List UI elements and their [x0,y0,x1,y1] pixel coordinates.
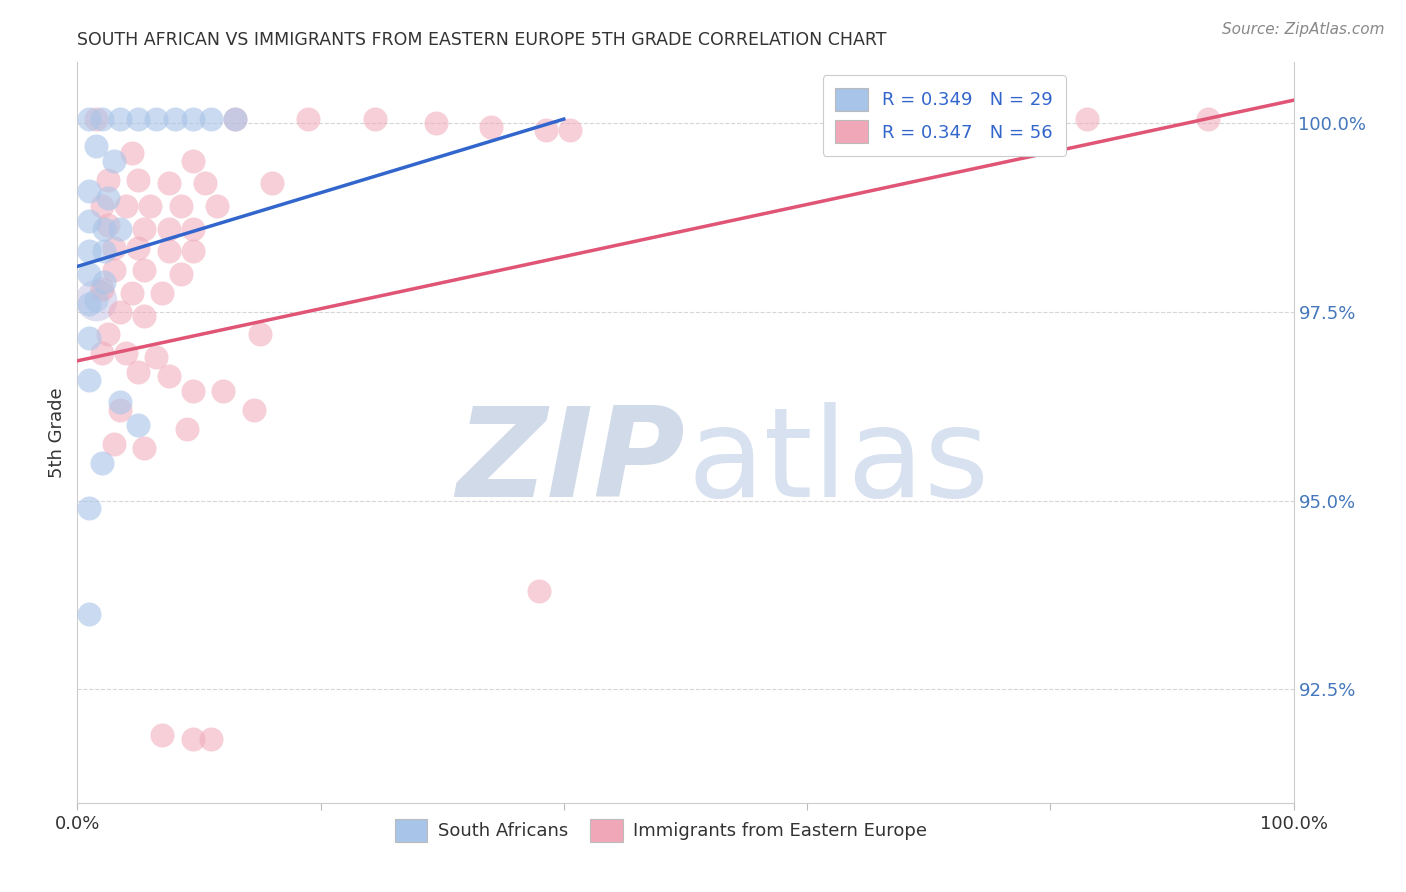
Text: SOUTH AFRICAN VS IMMIGRANTS FROM EASTERN EUROPE 5TH GRADE CORRELATION CHART: SOUTH AFRICAN VS IMMIGRANTS FROM EASTERN… [77,31,887,49]
Point [200,112,222,127]
Point [79,184,101,198]
Point [242,403,264,417]
Point [181,731,204,746]
Point [103,263,125,277]
Point [1197,112,1219,127]
Point [297,112,319,127]
Text: ZIP: ZIP [457,401,686,523]
Point [224,112,246,127]
Point [79,297,101,311]
Point [90,456,112,470]
Point [157,177,180,191]
Text: atlas: atlas [688,401,990,523]
Point [157,221,180,235]
Point [181,153,204,168]
Point [134,263,156,277]
Point [127,418,149,433]
Point [176,422,198,436]
Point [90,112,112,127]
Point [79,373,101,387]
Point [103,153,125,168]
Point [145,350,167,364]
Point [181,384,204,398]
Point [152,285,174,300]
Point [108,112,131,127]
Point [90,199,112,213]
Point [181,112,204,127]
Point [364,112,387,127]
Point [127,112,149,127]
Point [163,112,186,127]
Point [145,112,167,127]
Point [84,112,107,127]
Point [97,172,120,186]
Point [121,146,143,161]
Point [97,327,120,342]
Point [181,244,204,259]
Point [479,120,502,134]
Text: Source: ZipAtlas.com: Source: ZipAtlas.com [1222,22,1385,37]
Point [181,221,204,235]
Point [97,218,120,232]
Point [249,327,271,342]
Point [194,177,217,191]
Point [127,241,149,255]
Point [157,244,180,259]
Point [79,607,101,621]
Point [157,368,180,383]
Point [1076,112,1098,127]
Point [93,221,115,235]
Point [79,112,101,127]
Point [79,214,101,228]
Point [224,112,246,127]
Y-axis label: 5th Grade: 5th Grade [48,387,66,478]
Point [152,728,174,742]
Point [108,304,131,318]
Point [90,282,112,296]
Point [108,221,131,235]
Point [79,331,101,345]
Point [93,244,115,259]
Point [425,116,447,130]
Point [529,584,551,599]
Point [79,267,101,281]
Point [134,221,156,235]
Point [79,501,101,516]
Point [139,199,162,213]
Point [115,346,138,360]
Point [84,293,107,308]
Point [170,199,193,213]
Point [97,191,120,205]
Point [534,123,557,137]
Point [558,123,581,137]
Point [212,384,235,398]
Point [93,275,115,289]
Point [84,293,107,308]
Legend: South Africans, Immigrants from Eastern Europe: South Africans, Immigrants from Eastern … [388,812,935,849]
Point [200,731,222,746]
Point [134,309,156,323]
Point [108,395,131,409]
Point [79,244,101,259]
Point [121,285,143,300]
Point [84,138,107,153]
Point [90,346,112,360]
Point [115,199,138,213]
Point [127,172,149,186]
Point [134,441,156,455]
Point [170,267,193,281]
Point [260,177,283,191]
Point [108,403,131,417]
Point [127,365,149,379]
Point [205,199,228,213]
Point [103,437,125,451]
Point [103,241,125,255]
